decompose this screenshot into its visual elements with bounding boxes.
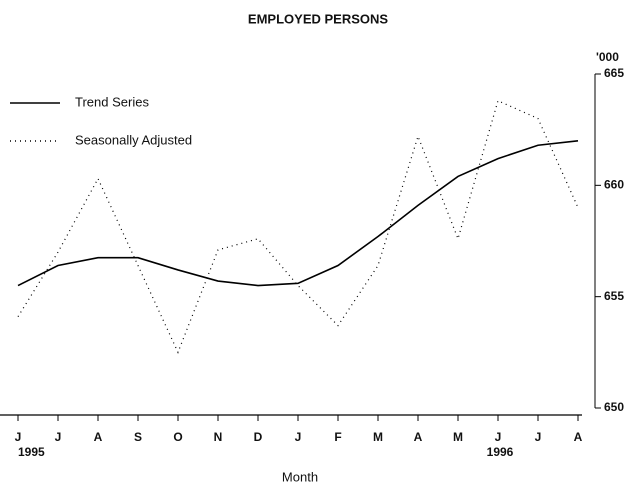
x-tick-label: J xyxy=(55,430,62,444)
x-year-label: 1996 xyxy=(487,445,514,459)
x-axis-label: Month xyxy=(282,469,318,484)
x-tick-label: J xyxy=(295,430,302,444)
x-tick-label: D xyxy=(254,430,263,444)
x-tick-label: F xyxy=(334,430,341,444)
y-unit-label: '000 xyxy=(596,50,619,64)
x-tick-label: A xyxy=(574,430,583,444)
legend-label: Trend Series xyxy=(75,94,149,109)
x-tick-label: M xyxy=(453,430,463,444)
y-tick-label: 650 xyxy=(604,400,624,414)
x-year-label: 1995 xyxy=(18,445,45,459)
x-tick-label: N xyxy=(214,430,223,444)
x-tick-label: M xyxy=(373,430,383,444)
y-tick-label: 655 xyxy=(604,289,624,303)
y-tick-label: 665 xyxy=(604,66,624,80)
x-tick-label: J xyxy=(535,430,542,444)
y-tick-label: 660 xyxy=(604,178,624,192)
legend-label: Seasonally Adjusted xyxy=(75,132,192,147)
series-line xyxy=(17,140,579,287)
x-tick-label: J xyxy=(495,430,502,444)
x-tick-label: A xyxy=(414,430,423,444)
chart-title: EMPLOYED PERSONS xyxy=(248,11,388,26)
x-tick-label: S xyxy=(134,430,142,444)
x-tick-label: A xyxy=(94,430,103,444)
x-tick-label: O xyxy=(173,430,182,444)
x-tick-label: J xyxy=(15,430,22,444)
